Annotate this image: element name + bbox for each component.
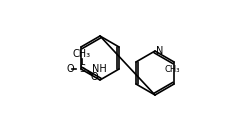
Text: S: S	[79, 64, 85, 74]
Text: CH₃: CH₃	[73, 49, 91, 59]
Text: CH₃: CH₃	[164, 66, 180, 75]
Text: O: O	[66, 64, 74, 74]
Text: N: N	[156, 46, 164, 56]
Text: NH: NH	[92, 64, 106, 74]
Text: O: O	[90, 72, 98, 82]
